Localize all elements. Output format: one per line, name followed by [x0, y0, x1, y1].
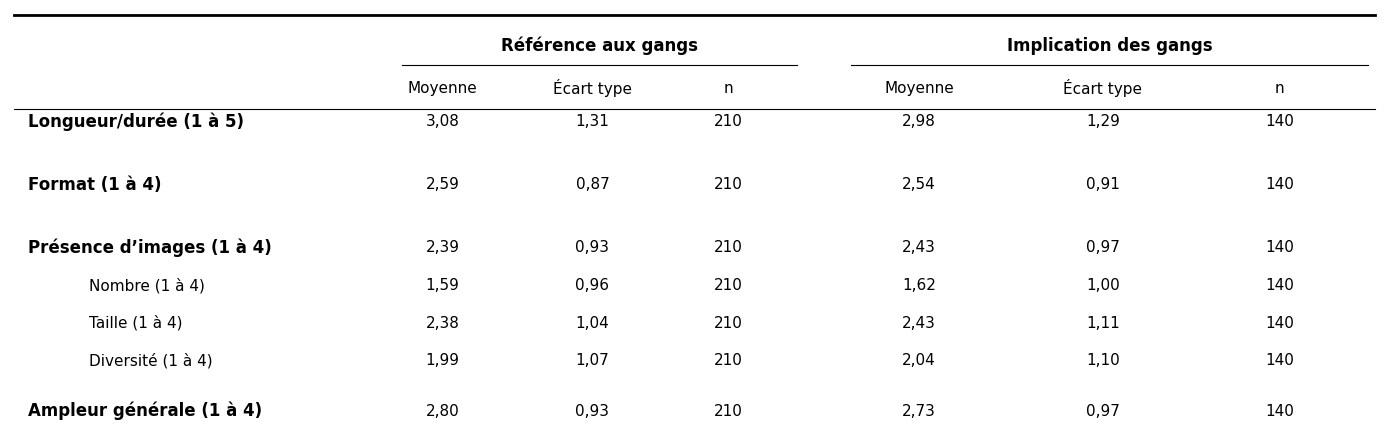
Text: Diversité (1 à 4): Diversité (1 à 4): [89, 353, 213, 369]
Text: Référence aux gangs: Référence aux gangs: [500, 37, 697, 56]
Text: 140: 140: [1265, 278, 1295, 293]
Text: 0,93: 0,93: [575, 404, 610, 419]
Text: 1,11: 1,11: [1086, 315, 1120, 330]
Text: 1,04: 1,04: [575, 315, 610, 330]
Text: 140: 140: [1265, 315, 1295, 330]
Text: 2,38: 2,38: [426, 315, 460, 330]
Text: Moyenne: Moyenne: [885, 80, 954, 96]
Text: 140: 140: [1265, 404, 1295, 419]
Text: Écart type: Écart type: [553, 79, 632, 97]
Text: 0,97: 0,97: [1086, 240, 1120, 255]
Text: 2,80: 2,80: [426, 404, 460, 419]
Text: 3,08: 3,08: [426, 114, 460, 129]
Text: 1,62: 1,62: [903, 278, 936, 293]
Text: 1,00: 1,00: [1086, 278, 1120, 293]
Text: Nombre (1 à 4): Nombre (1 à 4): [89, 277, 204, 293]
Text: 2,43: 2,43: [903, 315, 936, 330]
Text: 2,98: 2,98: [903, 114, 936, 129]
Text: Ampleur générale (1 à 4): Ampleur générale (1 à 4): [28, 402, 261, 420]
Text: 210: 210: [714, 240, 743, 255]
Text: 0,97: 0,97: [1086, 404, 1120, 419]
Text: 2,73: 2,73: [903, 404, 936, 419]
Text: 140: 140: [1265, 177, 1295, 192]
Text: 210: 210: [714, 177, 743, 192]
Text: Moyenne: Moyenne: [408, 80, 478, 96]
Text: 1,29: 1,29: [1086, 114, 1120, 129]
Text: 2,59: 2,59: [426, 177, 460, 192]
Text: 210: 210: [714, 404, 743, 419]
Text: 0,87: 0,87: [575, 177, 610, 192]
Text: 210: 210: [714, 114, 743, 129]
Text: 210: 210: [714, 278, 743, 293]
Text: Écart type: Écart type: [1064, 79, 1142, 97]
Text: n: n: [724, 80, 733, 96]
Text: 210: 210: [714, 315, 743, 330]
Text: 2,39: 2,39: [425, 240, 460, 255]
Text: 1,99: 1,99: [425, 353, 460, 369]
Text: 140: 140: [1265, 353, 1295, 369]
Text: 0,93: 0,93: [575, 240, 610, 255]
Text: n: n: [1275, 80, 1285, 96]
Text: 0,91: 0,91: [1086, 177, 1120, 192]
Text: 1,10: 1,10: [1086, 353, 1120, 369]
Text: Implication des gangs: Implication des gangs: [1007, 37, 1213, 55]
Text: Taille (1 à 4): Taille (1 à 4): [89, 315, 182, 331]
Text: 1,07: 1,07: [575, 353, 610, 369]
Text: 2,04: 2,04: [903, 353, 936, 369]
Text: Format (1 à 4): Format (1 à 4): [28, 175, 161, 193]
Text: Présence d’images (1 à 4): Présence d’images (1 à 4): [28, 238, 271, 257]
Text: 1,59: 1,59: [426, 278, 460, 293]
Text: 210: 210: [714, 353, 743, 369]
Text: Longueur/durée (1 à 5): Longueur/durée (1 à 5): [28, 113, 243, 131]
Text: 140: 140: [1265, 114, 1295, 129]
Text: 2,43: 2,43: [903, 240, 936, 255]
Text: 140: 140: [1265, 240, 1295, 255]
Text: 1,31: 1,31: [575, 114, 610, 129]
Text: 0,96: 0,96: [575, 278, 610, 293]
Text: 2,54: 2,54: [903, 177, 936, 192]
